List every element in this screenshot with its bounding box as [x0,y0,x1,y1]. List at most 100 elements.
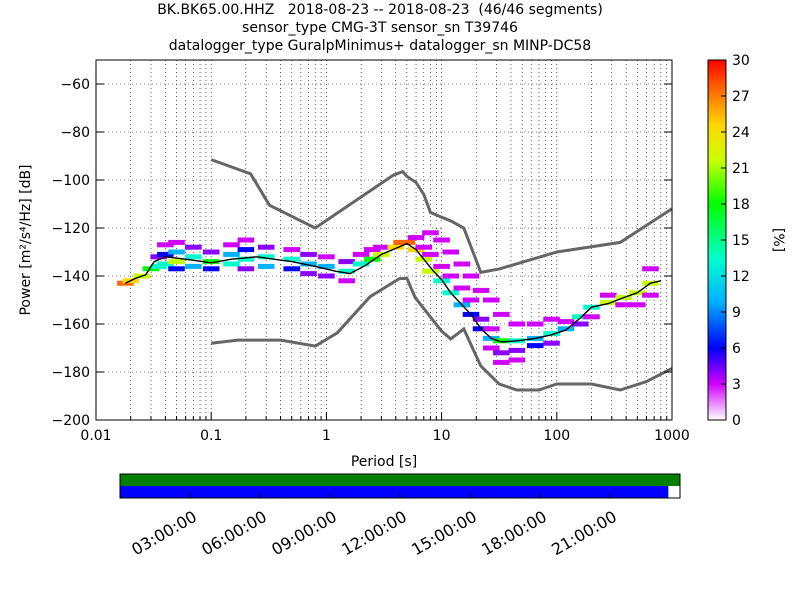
title-line-1: BK.BK65.00.HHZ 2018-08-23 -- 2018-08-23 … [157,2,603,18]
psd-cell [453,237,471,243]
psd-cell [600,292,617,298]
psd-cell [283,266,301,272]
x-tick-label: 0.01 [80,428,111,444]
psd-cell [508,357,526,363]
psd-cell [493,311,510,317]
psd-cell [483,297,500,303]
psd-cell [185,244,202,250]
psd-cell [442,225,460,231]
psd-cell [557,326,575,332]
psd-cell [543,331,560,337]
psd-cell [237,256,255,262]
psd-cell [600,299,617,305]
psd-cell [462,297,480,303]
psd-cell [300,251,317,257]
colorbar-tick-label: 15 [732,233,750,249]
psd-cell [526,321,544,327]
psd-cell [237,266,255,272]
psd-cell [433,220,450,226]
x-tick-label: 1000 [654,428,690,444]
psd-cell [453,261,471,267]
psd-cell [493,278,510,284]
psd-cell [483,326,500,332]
colorbar-tick-label: 27 [732,89,750,105]
psd-cell [508,347,526,353]
colorbar-tick-label: 12 [732,269,750,285]
psd-cell [387,244,405,250]
psd-cell [453,285,471,291]
title-line-2: sensor_type CMG-3T sensor_sn T39746 [242,20,518,36]
y-tick-label: −200 [52,413,90,429]
colorbar-tick-label: 0 [732,413,741,429]
y-axis-label: Power [m²/s⁴/Hz] [dB] [18,164,34,315]
psd-cell [493,338,510,344]
timeline-coverage-bar [120,474,680,486]
timeline-tick-label: 12:00:00 [338,507,410,559]
psd-cell [415,225,433,231]
psd-cell [453,215,471,221]
psd-cell [338,278,355,284]
y-tick-label: −80 [60,125,90,141]
psd-cell [185,263,202,269]
psd-cell [543,340,560,346]
psd-cell [483,345,500,351]
x-axis-label: Period [s] [351,454,417,470]
x-tick-label: 100 [543,428,570,444]
psd-cell [168,239,185,245]
psd-cell [472,254,490,260]
psd-cell [257,244,275,250]
psd-cell [472,225,490,231]
colorbar-tick-label: 21 [732,161,750,177]
psd-cell [583,314,600,320]
psd-cell [338,259,355,265]
timeline-tick-label: 18:00:00 [478,507,550,559]
psd-cell [223,242,240,248]
psd-cell [422,268,439,274]
low-noise-model-line [211,276,673,392]
psd-cell [257,254,275,260]
timeline-tick-label: 21:00:00 [548,507,620,559]
psd-cell [422,251,439,257]
y-tick-label: −60 [60,77,90,93]
colorbar-tick-label: 3 [732,377,741,393]
psd-cell [462,211,480,217]
x-tick-label: 1 [322,428,331,444]
psd-cell [318,263,335,269]
mean-psd-line [125,242,661,343]
psd-cell [508,287,526,293]
psd-cell [202,266,220,272]
plot-frame [95,59,673,421]
psd-cell [433,263,450,269]
colorbar-tick-label: 30 [732,53,750,69]
psd-cell [398,239,416,245]
data-coverage-timeline: 03:00:0006:00:0009:00:0012:00:0015:00:00… [119,473,681,559]
psd-cell [300,271,317,277]
timeline-tick-label: 06:00:00 [198,507,270,559]
psd-cell [526,297,544,303]
psd-cell [462,273,480,279]
psd-cell [642,266,659,272]
psd-cell [572,314,589,320]
psd-cell [318,273,335,279]
psd-cell [257,263,275,269]
y-tick-label: −100 [52,173,90,189]
colorbar-tick-label: 6 [732,341,741,357]
psd-cell [615,302,632,308]
psd-cell [363,247,381,253]
psd-cell [557,319,575,325]
psd-cell [572,321,589,327]
psd-cell [363,256,381,262]
psd-cell [168,259,185,265]
psd-cell [642,292,659,298]
psd-cell [157,251,174,257]
psd-cell [442,249,460,255]
psd-cell [543,316,560,322]
x-axis-ticks: 0.01 0.1 1 10 100 1000 [80,412,690,444]
colorbar-ticks: 0 3 6 9 12 15 18 21 24 27 30 [721,53,750,429]
x-tick-label: 0.1 [200,428,222,444]
psd-cell [472,316,490,322]
psd-cell [433,237,450,243]
psd-cell [223,251,240,257]
y-tick-label: −140 [52,269,90,285]
